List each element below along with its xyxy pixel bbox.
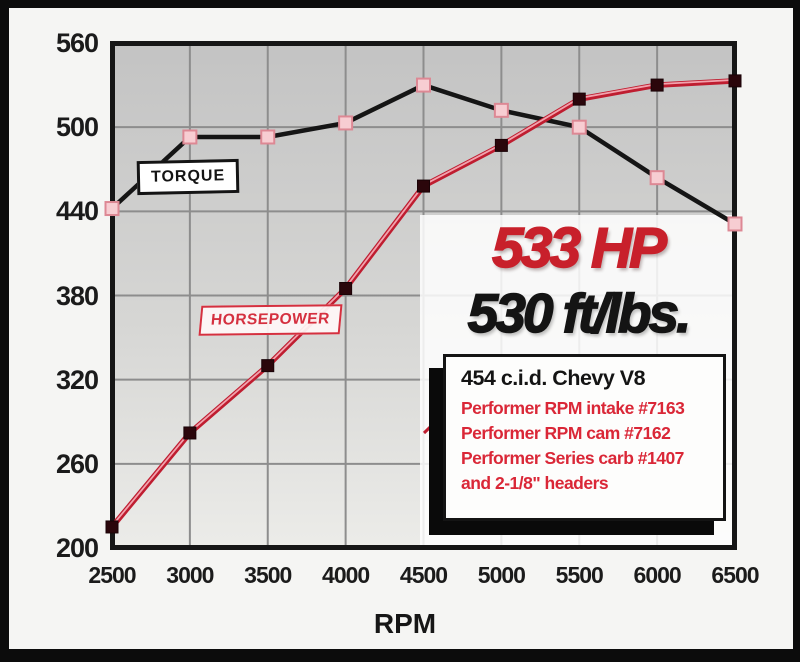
- y-tick-label: 200: [55, 533, 99, 563]
- y-tick-label: 260: [55, 448, 99, 479]
- torque-marker: [727, 216, 743, 232]
- torque-marker: [649, 170, 665, 186]
- torque-marker: [260, 129, 276, 145]
- x-tick-label: 2500: [88, 562, 136, 588]
- torque-marker: [104, 201, 120, 217]
- x-axis-title: RPM: [373, 608, 437, 639]
- engine-parts-list: Performer RPM intake #7163 Performer RPM …: [461, 396, 713, 496]
- horsepower-marker: [572, 92, 586, 106]
- horsepower-marker: [105, 520, 119, 534]
- horsepower-series-label: HORSEPOWER: [198, 304, 343, 336]
- horsepower-marker: [417, 179, 430, 193]
- peak-horsepower-headline: 533 HP: [491, 216, 668, 280]
- horsepower-marker: [261, 359, 275, 373]
- horsepower-marker: [339, 281, 353, 295]
- x-tick-label: 3500: [244, 562, 292, 588]
- x-tick-label: 6500: [711, 562, 759, 588]
- x-tick-label: 4500: [399, 562, 448, 588]
- torque-marker: [182, 129, 198, 145]
- engine-part-line: Performer Series carb #1407: [461, 448, 684, 468]
- horsepower-marker: [728, 74, 742, 88]
- horsepower-marker: [650, 78, 664, 92]
- torque-series-label: TORQUE: [136, 158, 240, 196]
- engine-part-line: Performer RPM intake #7163: [461, 398, 685, 418]
- x-tick-label: 5000: [477, 562, 526, 588]
- plot-border: [110, 41, 737, 550]
- torque-marker: [571, 119, 587, 135]
- torque-marker: [416, 77, 431, 93]
- x-tick-label: 3000: [166, 562, 214, 588]
- x-tick-label: 6000: [633, 562, 682, 588]
- horsepower-marker: [183, 426, 197, 440]
- y-tick-label: 440: [55, 196, 99, 227]
- y-tick-label: 380: [55, 280, 99, 311]
- torque-marker: [338, 115, 354, 131]
- engine-info-box: 454 c.i.d. Chevy V8 Performer RPM intake…: [443, 354, 726, 521]
- engine-part-line: and 2-1/8" headers: [461, 473, 609, 493]
- torque-marker: [493, 102, 509, 118]
- engine-part-line: Performer RPM cam #7162: [461, 423, 671, 443]
- engine-title: 454 c.i.d. Chevy V8: [461, 366, 646, 390]
- y-tick-label: 560: [55, 28, 99, 58]
- peak-torque-headline: 530 ft/lbs.: [467, 282, 692, 344]
- horsepower-marker: [494, 138, 508, 152]
- y-tick-label: 320: [55, 364, 99, 395]
- y-tick-label: 500: [55, 112, 99, 143]
- x-tick-label: 5500: [555, 562, 604, 588]
- x-tick-label: 4000: [322, 562, 370, 588]
